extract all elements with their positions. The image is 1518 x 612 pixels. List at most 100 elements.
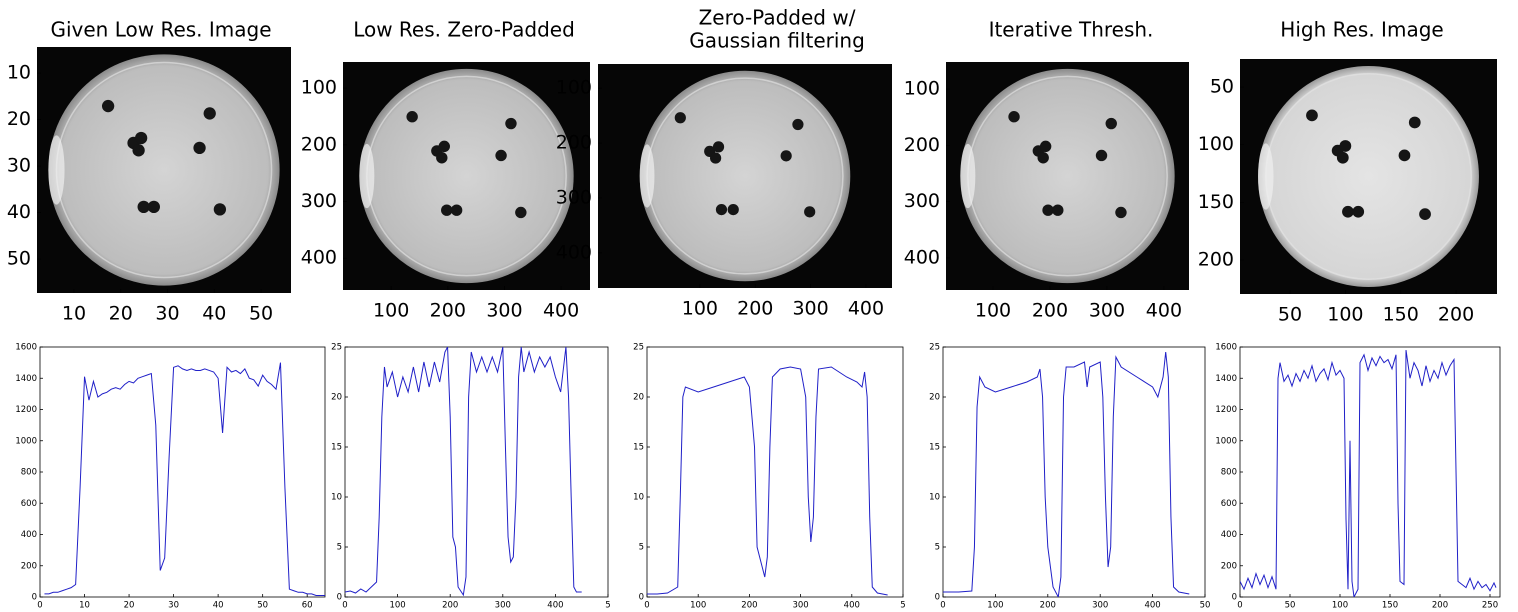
- dot: [1339, 140, 1352, 152]
- y-tick-label: 200: [21, 561, 37, 571]
- x-tick-label: 150: [1382, 601, 1398, 611]
- y-tick-label: 30: [7, 155, 31, 177]
- y-tick-label: 50: [1210, 76, 1234, 98]
- x-tick-label: 200: [1032, 300, 1068, 322]
- y-tick-label: 25: [633, 343, 644, 353]
- y-tick-label: 10: [331, 493, 342, 503]
- plot-frame: [39, 346, 326, 598]
- y-tick-label: 1600: [1215, 343, 1237, 353]
- y-tick-label: 1600: [15, 343, 37, 353]
- x-tick-label: 0: [1237, 601, 1242, 611]
- x-tick-label: 300: [486, 300, 522, 322]
- y-tick-label: 800: [21, 468, 37, 478]
- dot: [450, 204, 463, 216]
- x-tick-label: 100: [389, 601, 405, 611]
- x-tick-label: 100: [373, 300, 409, 322]
- x-tick-label: 10: [62, 303, 86, 325]
- y-tick-label: 5: [337, 543, 342, 553]
- dot: [436, 152, 448, 164]
- y-tick-label: 200: [1221, 561, 1237, 571]
- dot: [132, 144, 145, 157]
- dot: [1008, 111, 1020, 123]
- x-tick-label: 100: [1332, 601, 1348, 611]
- y-tick-label: 40: [7, 201, 31, 223]
- y-tick-label: 1400: [1215, 374, 1237, 384]
- plate: [1258, 66, 1479, 287]
- y-tick-label: 1200: [15, 405, 37, 415]
- y-tick-label: 200: [1198, 248, 1234, 270]
- y-tick-label: 20: [929, 393, 940, 403]
- x-tick-label: 300: [792, 298, 828, 320]
- x-tick-label: 100: [682, 298, 718, 320]
- panel-title: High Res. Image: [1280, 18, 1443, 42]
- dot: [137, 200, 150, 214]
- y-tick-label: 20: [331, 393, 342, 403]
- plate: [359, 68, 574, 284]
- y-tick-label: 100: [1198, 133, 1234, 155]
- dot: [441, 204, 453, 216]
- panel-title: Given Low Res. Image: [50, 18, 271, 42]
- y-tick-label: 100: [904, 78, 940, 100]
- y-tick-label: 400: [21, 530, 37, 540]
- plot-frame: [942, 346, 1206, 598]
- y-tick-label: 15: [633, 443, 644, 453]
- dot: [515, 206, 527, 219]
- x-tick-label: 50: [1285, 601, 1296, 611]
- y-tick-label: 50: [7, 248, 31, 270]
- x-tick-label: 0: [342, 601, 347, 611]
- profile-line: [647, 366, 888, 596]
- x-tick-label: 300: [792, 601, 808, 611]
- y-tick-label: 5: [935, 543, 940, 553]
- dot: [495, 149, 507, 162]
- dot: [1095, 149, 1108, 162]
- y-tick-label: 10: [929, 493, 940, 503]
- x-tick-label: 20: [124, 601, 135, 611]
- y-tick-label: 5: [639, 543, 644, 553]
- y-tick-label: 20: [633, 393, 644, 403]
- profile-line: [44, 362, 325, 596]
- dot: [1042, 204, 1054, 216]
- plate: [48, 54, 280, 286]
- plot-frame: [646, 346, 904, 598]
- plate-edge-glow: [1258, 143, 1274, 210]
- y-tick-label: 300: [301, 190, 337, 212]
- dot: [1052, 204, 1064, 216]
- plate-edge-glow: [48, 135, 65, 205]
- x-tick-label: 200: [442, 601, 458, 611]
- y-tick-label: 200: [301, 133, 337, 155]
- plot-frame: [344, 346, 609, 598]
- dot: [1306, 109, 1318, 122]
- profile-line: [943, 351, 1190, 597]
- y-tick-label: 200: [556, 132, 592, 154]
- dot: [203, 107, 216, 120]
- y-tick-label: 400: [1221, 530, 1237, 540]
- plate-edge-glow: [359, 143, 375, 209]
- x-tick-label: 300: [495, 601, 511, 611]
- dot: [101, 99, 115, 113]
- dot: [712, 141, 725, 153]
- x-tick-label: 200: [1432, 601, 1448, 611]
- dot: [1398, 149, 1411, 162]
- panel-title: Iterative Thresh.: [989, 18, 1154, 42]
- dot: [674, 112, 686, 124]
- x-tick-label: 100: [975, 300, 1011, 322]
- x-tick-label: 200: [1040, 601, 1056, 611]
- y-tick-label: 200: [904, 134, 940, 156]
- y-tick-label: 400: [904, 246, 940, 268]
- x-tick-label: 200: [430, 300, 466, 322]
- y-tick-label: 10: [7, 62, 31, 84]
- y-tick-label: 25: [929, 343, 940, 353]
- x-tick-label: 200: [737, 298, 773, 320]
- x-tick-label: 5: [900, 601, 905, 611]
- x-tick-label: 50: [257, 601, 268, 611]
- x-tick-label: 40: [213, 601, 224, 611]
- x-tick-label: 0: [940, 601, 945, 611]
- y-tick-label: 1000: [15, 436, 37, 446]
- dot: [147, 200, 160, 214]
- x-tick-label: 150: [1383, 304, 1419, 326]
- x-tick-label: 20: [109, 303, 133, 325]
- y-tick-label: 15: [929, 443, 940, 453]
- profile-line: [345, 347, 582, 597]
- x-tick-label: 40: [202, 303, 226, 325]
- panel-title: Low Res. Zero-Padded: [353, 18, 575, 42]
